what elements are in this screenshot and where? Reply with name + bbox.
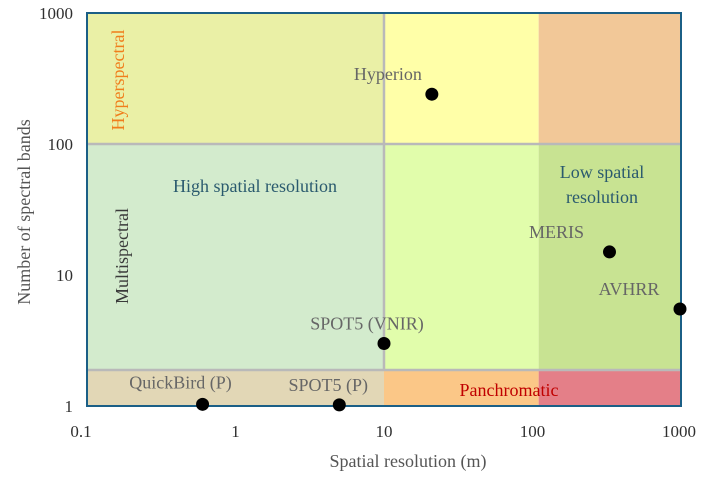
data-point [332, 398, 346, 412]
region-label-low-spatial-resolution: Low spatial resolution [560, 162, 644, 207]
data-point [196, 397, 210, 411]
data-point-label: SPOT5 (VNIR) [310, 313, 424, 334]
axis-ticks: 0.1 1 10 100 1000 1 10 100 1000 [39, 4, 696, 441]
region-cell [87, 13, 384, 144]
data-point [425, 87, 439, 101]
region-cell [384, 370, 539, 406]
data-point-label: Hyperion [354, 64, 422, 84]
x-axis-title: Spatial resolution (m) [330, 451, 487, 472]
region-label-panchromatic: Panchromatic [460, 380, 559, 400]
y-tick-label: 100 [48, 135, 74, 154]
x-tick-label: 1000 [662, 422, 696, 441]
region-label-high-spatial-resolution: High spatial resolution [173, 176, 337, 196]
data-point-label: MERIS [529, 222, 584, 242]
data-point [673, 302, 687, 316]
region-cell [87, 144, 384, 370]
region-cell [538, 13, 681, 144]
y-tick-label: 1 [65, 397, 74, 416]
region-label-multispectral: Multispectral [112, 208, 132, 304]
y-tick-label: 1000 [39, 4, 73, 23]
region-labels: Hyperspectral Multispectral High spatial r… [108, 30, 644, 400]
data-point [602, 245, 616, 259]
y-axis-title: Number of spectral bands [14, 119, 34, 304]
x-tick-label: 1 [231, 422, 240, 441]
data-points [196, 87, 687, 412]
data-point-labels: Hyperion MERIS AVHRR SPOT5 (VNIR) QuickBird … [129, 64, 659, 396]
x-tick-label: 0.1 [70, 422, 91, 441]
data-point-label: AVHRR [599, 279, 660, 299]
region-cell [384, 13, 539, 144]
background-regions [86, 12, 682, 407]
region-cell [384, 144, 539, 370]
region-label-hyperspectral: Hyperspectral [108, 30, 128, 131]
x-tick-label: 100 [520, 422, 546, 441]
region-cell [538, 370, 681, 406]
y-tick-label: 10 [56, 266, 73, 285]
data-point [377, 336, 391, 350]
region-cell [87, 370, 384, 406]
x-tick-label: 10 [376, 422, 393, 441]
data-point-label: QuickBird (P) [129, 372, 232, 393]
data-point-label: SPOT5 (P) [289, 375, 369, 396]
plot-frame [86, 12, 682, 407]
